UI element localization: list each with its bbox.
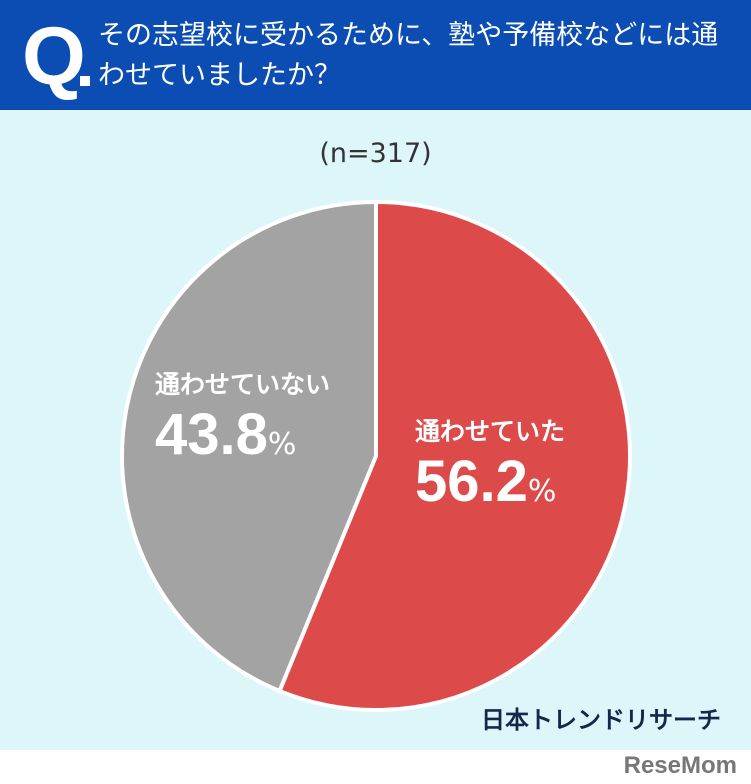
- percent-unit: %: [527, 474, 557, 509]
- slice-label-text: 通わせていない: [155, 370, 331, 399]
- slice-value: 43.8: [155, 402, 268, 467]
- source-logo: 日本トレンドリサーチ: [481, 706, 721, 734]
- slice-value: 56.2: [415, 449, 528, 514]
- pie-slice-1: [120, 199, 378, 694]
- sample-size: (n=317): [319, 138, 432, 169]
- slice-label-no: 通わせていない 43.8%: [155, 365, 330, 468]
- q-dot: [80, 76, 90, 86]
- percent-unit: %: [267, 427, 297, 462]
- slice-label-text: 通わせていた: [415, 417, 566, 446]
- question-text: その志望校に受かるために、塾や予備校などには通わせていましたか？: [98, 20, 719, 91]
- watermark-logo: ReseMom: [623, 752, 737, 779]
- slice-label-yes: 通わせていた 56.2%: [415, 412, 565, 515]
- q-label: Q: [22, 11, 86, 102]
- question-header: Q その志望校に受かるために、塾や予備校などには通わせていましたか？: [0, 0, 751, 110]
- pie-slice-0: [276, 199, 632, 712]
